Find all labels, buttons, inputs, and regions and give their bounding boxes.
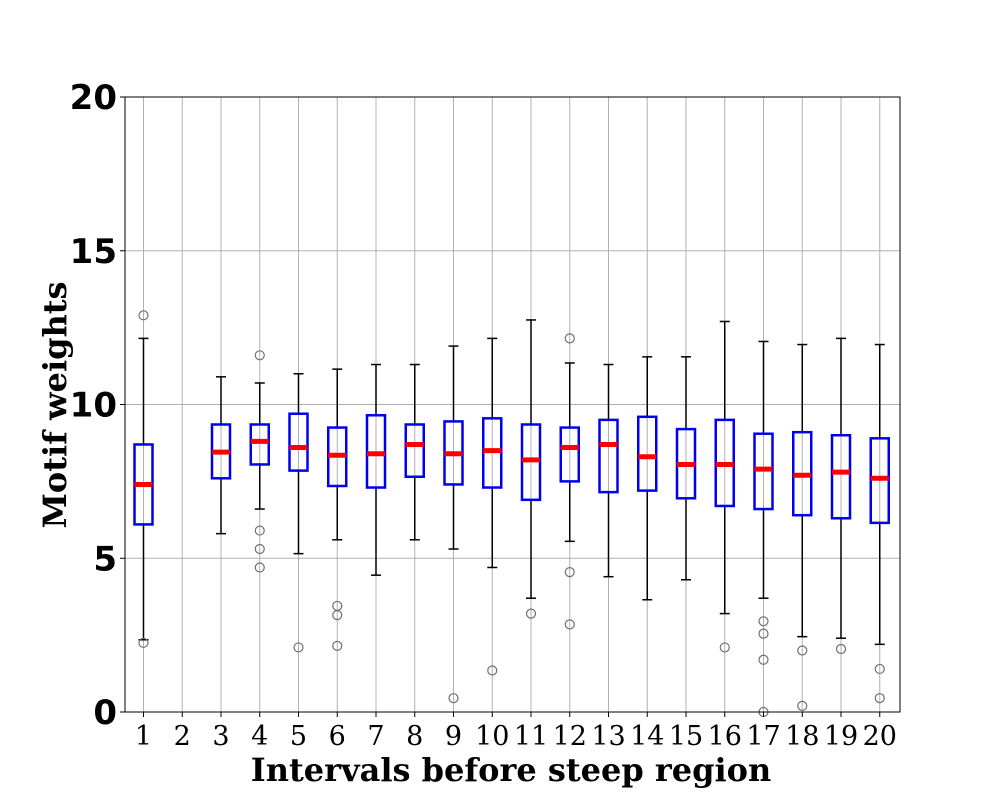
x-tick-label: 10 bbox=[475, 721, 509, 752]
box-13 bbox=[598, 363, 619, 578]
x-tick-label: 9 bbox=[445, 721, 462, 752]
x-axis-label: Intervals before steep region bbox=[251, 751, 771, 789]
x-tick-label: 11 bbox=[514, 721, 548, 752]
box-11 bbox=[520, 319, 542, 619]
outlier-point bbox=[254, 562, 265, 573]
box-3 bbox=[210, 376, 232, 535]
box-6 bbox=[327, 368, 348, 651]
box-7 bbox=[365, 363, 387, 576]
box-8 bbox=[404, 363, 425, 541]
outlier-point bbox=[564, 333, 575, 344]
box-5 bbox=[288, 373, 309, 653]
outlier-point bbox=[564, 619, 575, 630]
outlier-point bbox=[487, 665, 498, 676]
outlier-point bbox=[835, 643, 847, 655]
outlier-point bbox=[797, 645, 808, 656]
outlier-point bbox=[525, 608, 537, 619]
y-tick-label: 15 bbox=[70, 232, 117, 272]
outlier-point bbox=[293, 642, 304, 653]
x-tick-label: 20 bbox=[863, 721, 897, 752]
x-tick-label: 7 bbox=[367, 721, 384, 752]
outlier-point bbox=[874, 693, 885, 704]
box-18 bbox=[792, 343, 813, 711]
outlier-point bbox=[758, 628, 769, 639]
box-19 bbox=[830, 337, 852, 655]
x-tick-label: 17 bbox=[746, 721, 780, 752]
iqr-box bbox=[404, 423, 425, 479]
box-20 bbox=[869, 343, 890, 704]
x-tick-label: 3 bbox=[212, 721, 229, 752]
box-4 bbox=[249, 350, 270, 573]
y-axis-label: Motif weights bbox=[36, 281, 74, 528]
boxes bbox=[133, 310, 890, 718]
outlier-point bbox=[332, 640, 343, 651]
y-axis: 0 5 10 15 20 bbox=[70, 78, 125, 733]
outlier-point bbox=[254, 350, 265, 361]
outlier-point bbox=[254, 543, 265, 555]
box-12 bbox=[559, 333, 580, 630]
y-tick-label: 5 bbox=[93, 539, 117, 579]
x-tick-label: 1 bbox=[135, 721, 152, 752]
x-tick-label: 12 bbox=[553, 721, 587, 752]
outlier-point bbox=[719, 642, 730, 653]
x-tick-label: 4 bbox=[251, 721, 268, 752]
box-17 bbox=[753, 340, 774, 718]
outlier-point bbox=[448, 693, 459, 704]
iqr-box bbox=[249, 423, 270, 466]
outlier-point bbox=[758, 616, 769, 627]
x-tick-label: 15 bbox=[669, 721, 703, 752]
y-tick-label: 0 bbox=[93, 693, 117, 733]
x-tick-label: 14 bbox=[630, 721, 664, 752]
iqr-box bbox=[288, 412, 309, 472]
x-tick-label: 18 bbox=[785, 721, 819, 752]
x-tick-label: 19 bbox=[824, 721, 858, 752]
outlier-point bbox=[797, 700, 808, 711]
x-tick-label: 16 bbox=[708, 721, 742, 752]
box-16 bbox=[714, 320, 735, 653]
box-9 bbox=[443, 345, 464, 704]
x-tick-label: 8 bbox=[406, 721, 423, 752]
y-tick-label: 20 bbox=[70, 78, 117, 118]
iqr-box bbox=[559, 426, 580, 483]
grid bbox=[125, 96, 900, 713]
x-tick-label: 13 bbox=[591, 721, 625, 752]
x-tick-label: 2 bbox=[174, 721, 191, 752]
outlier-point bbox=[758, 654, 769, 665]
x-tick-label: 5 bbox=[290, 721, 307, 752]
box-15 bbox=[675, 356, 697, 581]
iqr-box bbox=[598, 418, 619, 494]
box-14 bbox=[637, 356, 658, 601]
outlier-point bbox=[564, 566, 575, 578]
outlier-point bbox=[138, 310, 149, 321]
outlier-point bbox=[138, 637, 149, 648]
iqr-box bbox=[830, 434, 852, 520]
outlier-point bbox=[874, 663, 885, 675]
box-1 bbox=[133, 310, 154, 648]
y-tick-label: 10 bbox=[70, 386, 117, 426]
x-tick-label: 6 bbox=[329, 721, 346, 752]
outlier-point bbox=[254, 525, 265, 536]
x-axis: 1 2 3 4 5 6 7 8 9 10 11 12 13 14 15 16 17 18 19 20 bbox=[135, 712, 897, 752]
box-10 bbox=[482, 337, 503, 676]
iqr-box bbox=[637, 415, 658, 492]
outlier-point bbox=[332, 610, 343, 621]
